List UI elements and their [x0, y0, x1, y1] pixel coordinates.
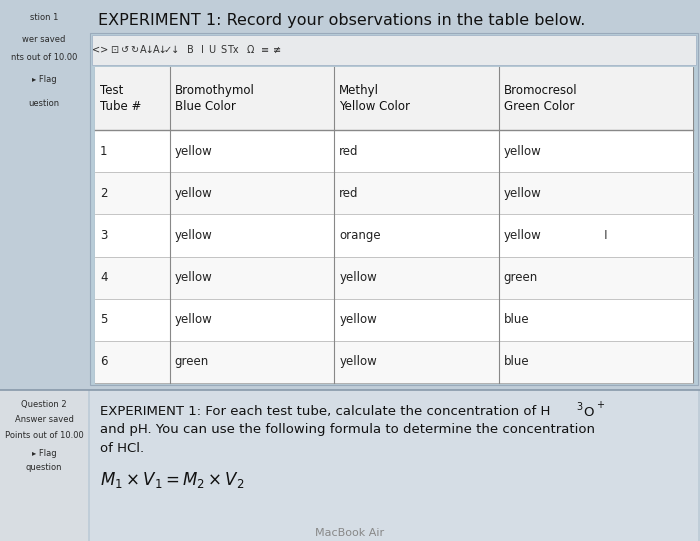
- FancyBboxPatch shape: [92, 35, 696, 65]
- Text: blue: blue: [504, 355, 529, 368]
- Text: ↻: ↻: [130, 45, 138, 55]
- Text: of HCl.: of HCl.: [100, 441, 144, 454]
- Text: ✓↓: ✓↓: [164, 45, 180, 55]
- FancyBboxPatch shape: [90, 390, 698, 541]
- Text: question: question: [26, 464, 62, 472]
- Text: ↺: ↺: [121, 45, 129, 55]
- Text: uestion: uestion: [29, 98, 60, 108]
- Text: yellow: yellow: [175, 271, 213, 284]
- Text: wer saved: wer saved: [22, 36, 66, 44]
- Text: yellow: yellow: [175, 145, 213, 158]
- Text: EXPERIMENT 1: For each test tube, calculate the concentration of H: EXPERIMENT 1: For each test tube, calcul…: [100, 406, 550, 419]
- Text: 1: 1: [100, 145, 108, 158]
- FancyBboxPatch shape: [0, 0, 88, 390]
- FancyBboxPatch shape: [0, 390, 88, 541]
- Text: Points out of 10.00: Points out of 10.00: [5, 431, 83, 439]
- Text: yellow: yellow: [340, 313, 377, 326]
- Text: ≢: ≢: [273, 45, 281, 55]
- Text: yellow: yellow: [175, 313, 213, 326]
- Text: U: U: [209, 45, 216, 55]
- Text: stion 1: stion 1: [30, 14, 58, 23]
- Text: yellow: yellow: [175, 229, 213, 242]
- Text: green: green: [175, 355, 209, 368]
- FancyBboxPatch shape: [95, 341, 693, 383]
- Text: Test
Tube #: Test Tube #: [100, 84, 141, 113]
- FancyBboxPatch shape: [95, 299, 693, 341]
- Text: A↓: A↓: [153, 45, 167, 55]
- Text: ⊡: ⊡: [110, 45, 118, 55]
- Text: red: red: [340, 187, 358, 200]
- Text: Bromocresol
Green Color: Bromocresol Green Color: [504, 84, 578, 113]
- Text: Bromothymol
Blue Color: Bromothymol Blue Color: [175, 84, 255, 113]
- Text: orange: orange: [340, 229, 381, 242]
- Text: 6: 6: [100, 355, 108, 368]
- Text: yellow: yellow: [504, 187, 541, 200]
- Text: +: +: [596, 400, 604, 410]
- Text: 3: 3: [100, 229, 107, 242]
- Text: ▸ Flag: ▸ Flag: [32, 76, 56, 84]
- FancyBboxPatch shape: [90, 33, 698, 385]
- Text: Methyl
Yellow Color: Methyl Yellow Color: [340, 84, 410, 113]
- Text: EXPERIMENT 1: Record your observations in the table below.: EXPERIMENT 1: Record your observations i…: [98, 12, 585, 28]
- FancyBboxPatch shape: [95, 173, 693, 214]
- FancyBboxPatch shape: [95, 214, 693, 256]
- Text: red: red: [340, 145, 358, 158]
- Text: yellow: yellow: [175, 187, 213, 200]
- Text: I: I: [603, 229, 608, 242]
- Text: yellow: yellow: [504, 229, 541, 242]
- Text: green: green: [504, 271, 538, 284]
- Text: 3: 3: [576, 402, 582, 412]
- Text: S: S: [220, 45, 226, 55]
- Text: O: O: [583, 406, 594, 419]
- FancyBboxPatch shape: [95, 256, 693, 299]
- Text: Question 2: Question 2: [21, 400, 66, 410]
- Text: nts out of 10.00: nts out of 10.00: [10, 54, 77, 63]
- Text: yellow: yellow: [340, 271, 377, 284]
- Text: yellow: yellow: [504, 145, 541, 158]
- FancyBboxPatch shape: [95, 130, 693, 173]
- Text: MacBook Air: MacBook Air: [316, 528, 384, 538]
- Text: 2: 2: [100, 187, 108, 200]
- Text: 5: 5: [100, 313, 107, 326]
- Text: $M_1 \times V_1 = M_2 \times V_2$: $M_1 \times V_1 = M_2 \times V_2$: [100, 470, 244, 490]
- Text: 4: 4: [100, 271, 108, 284]
- Text: blue: blue: [504, 313, 529, 326]
- Text: yellow: yellow: [340, 355, 377, 368]
- Text: and pH. You can use the following formula to determine the concentration: and pH. You can use the following formul…: [100, 424, 595, 437]
- Text: Tx: Tx: [228, 45, 239, 55]
- Text: A↓: A↓: [139, 45, 155, 55]
- Text: Answer saved: Answer saved: [15, 415, 74, 425]
- Text: <>: <>: [92, 45, 108, 55]
- FancyBboxPatch shape: [95, 67, 693, 383]
- Text: ▸ Flag: ▸ Flag: [32, 448, 56, 458]
- FancyBboxPatch shape: [95, 67, 693, 130]
- Text: I: I: [201, 45, 204, 55]
- Text: ≡: ≡: [261, 45, 269, 55]
- Text: Ω: Ω: [246, 45, 253, 55]
- Text: B: B: [187, 45, 193, 55]
